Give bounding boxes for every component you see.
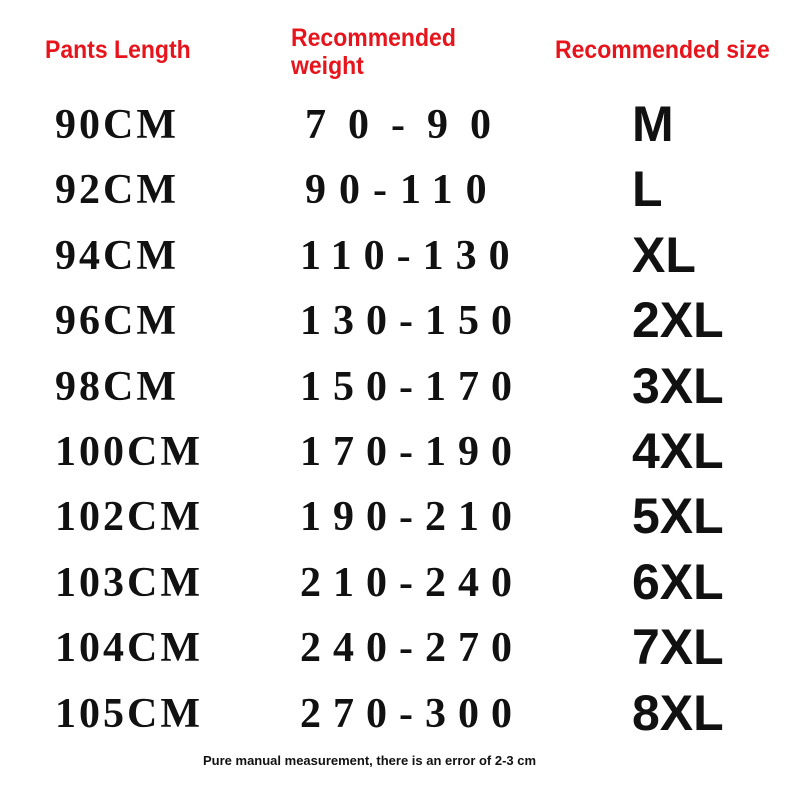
table-row: 96CM 130-150 2XL [0, 292, 800, 361]
table-row: 100CM 170-190 4XL [0, 423, 800, 492]
table-row: 92CM 90-110 L [0, 161, 800, 230]
pants-length-cell: 94CM [55, 232, 179, 279]
header-weight-line1: Recommended [291, 24, 456, 52]
weight-cell: 150-170 [300, 363, 524, 410]
table-row: 102CM 190-210 5XL [0, 488, 800, 557]
size-cell: 2XL [632, 292, 724, 349]
header-recommended-weight: Recommended weight [291, 24, 456, 80]
pants-length-cell: 100CM [55, 429, 203, 475]
weight-cell: 270-300 [300, 690, 524, 737]
size-cell: M [632, 96, 674, 152]
size-cell: 4XL [632, 423, 724, 479]
pants-length-cell: 92CM [55, 167, 179, 214]
pants-length-cell: 98CM [55, 363, 179, 410]
measurement-note: Pure manual measurement, there is an err… [203, 753, 537, 768]
table-row: 94CM 110-130 XL [0, 227, 800, 296]
weight-cell: 70-90 [305, 102, 513, 148]
weight-cell: 90-110 [305, 167, 500, 214]
pants-length-cell: 102CM [55, 494, 203, 541]
size-cell: 7XL [632, 619, 724, 676]
size-cell: L [632, 161, 663, 218]
size-cell: 6XL [632, 553, 724, 610]
pants-length-cell: 105CM [55, 690, 203, 737]
size-cell: 3XL [632, 357, 724, 414]
table-row: 98CM 150-170 3XL [0, 358, 800, 427]
size-cell: 5XL [632, 488, 724, 545]
size-cell: 8XL [632, 684, 724, 741]
pants-length-cell: 96CM [55, 298, 179, 345]
table-row: 90CM 70-90 M [0, 96, 800, 165]
weight-cell: 170-190 [300, 429, 524, 475]
table-row: 104CM 240-270 7XL [0, 619, 800, 688]
weight-cell: 110-130 [300, 232, 522, 279]
table-row: 103CM 210-240 6XL [0, 554, 800, 623]
pants-length-cell: 103CM [55, 559, 203, 606]
header-weight-line2: weight [291, 52, 364, 80]
pants-length-cell: 104CM [55, 625, 203, 672]
header-recommended-size: Recommended size [555, 36, 770, 64]
header-pants-length: Pants Length [45, 36, 191, 64]
table-row: 105CM 270-300 8XL [0, 685, 800, 754]
pants-length-cell: 90CM [55, 102, 179, 148]
size-cell: XL [632, 226, 696, 283]
weight-cell: 190-210 [300, 494, 524, 541]
weight-cell: 240-270 [300, 625, 524, 672]
weight-cell: 130-150 [300, 298, 524, 345]
weight-cell: 210-240 [300, 559, 524, 606]
